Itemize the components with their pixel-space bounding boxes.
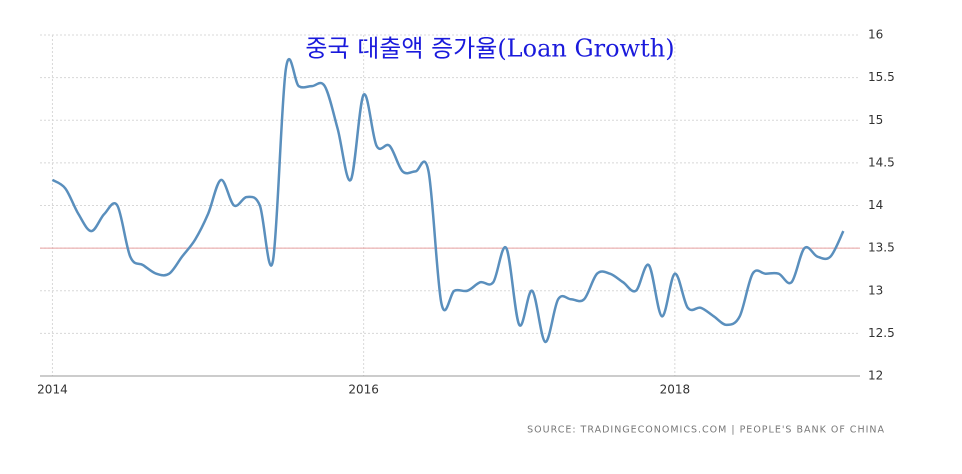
y-tick-label: 15.5 <box>868 70 895 84</box>
y-tick-label: 15 <box>868 113 883 127</box>
y-tick-label: 13 <box>868 283 883 297</box>
y-tick-label: 16 <box>868 28 883 42</box>
series-line <box>51 57 845 344</box>
y-tick-label: 12.5 <box>868 326 895 340</box>
y-tick-label: 14 <box>868 198 883 212</box>
y-tick-label: 14.5 <box>868 155 895 169</box>
x-tick-label: 2018 <box>660 383 691 397</box>
x-tick-label: 2016 <box>348 383 379 397</box>
x-tick-label: 2014 <box>37 383 68 397</box>
chart-title: 중국 대출액 증가율(Loan Growth) <box>305 35 674 63</box>
y-tick-label: 12 <box>868 369 883 383</box>
y-tick-label: 13.5 <box>868 241 895 255</box>
source-note: SOURCE: TRADINGECONOMICS.COM | PEOPLE'S … <box>527 425 885 436</box>
